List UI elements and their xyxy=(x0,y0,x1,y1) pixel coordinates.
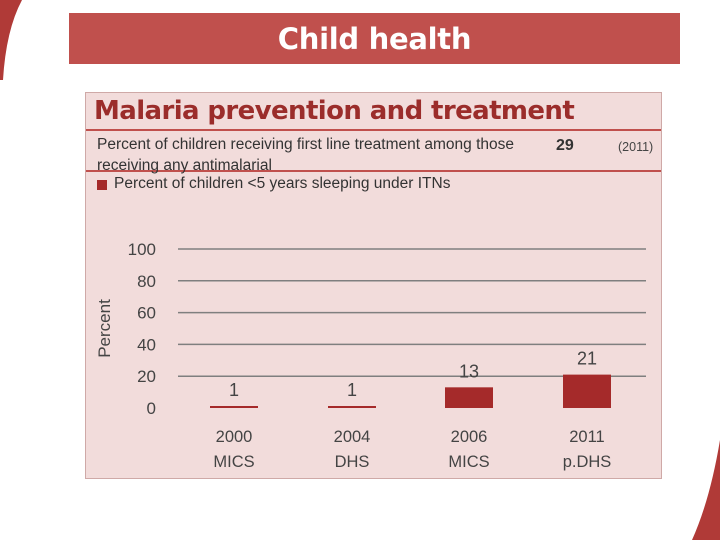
malaria-panel: Malaria prevention and treatment Percent… xyxy=(85,92,662,479)
indicator-value: 29 xyxy=(556,137,574,154)
indicator-year: (2011) xyxy=(618,140,654,154)
x-tick-label-0-1: MICS xyxy=(213,453,254,471)
bar-chart: Percent 0 20 40 60 80 100 1 2000 MICS 1 2004 DHS 13 20… xyxy=(95,240,646,471)
y-tick-label: 0 xyxy=(147,399,156,418)
slide-title: Child health xyxy=(277,21,472,56)
bar-1 xyxy=(328,406,376,408)
panel-header: Malaria prevention and treatment xyxy=(86,93,661,131)
data-label-0: 1 xyxy=(229,380,239,400)
corner-decoration-bottom-right xyxy=(692,440,720,540)
legend-swatch xyxy=(97,180,107,190)
x-tick-label-2-0: 2006 xyxy=(451,428,488,446)
x-tick-label-1-0: 2004 xyxy=(334,428,371,446)
data-label-3: 21 xyxy=(577,349,597,369)
data-label-1: 1 xyxy=(347,380,357,400)
indicator-label: Percent of children receiving first line… xyxy=(97,136,514,174)
y-tick-label: 100 xyxy=(128,240,156,259)
x-tick-label-2-1: MICS xyxy=(448,453,489,471)
x-tick-label-3-0: 2011 xyxy=(569,428,604,446)
x-tick-label-1-1: DHS xyxy=(335,453,370,471)
bar-2 xyxy=(445,387,493,408)
bar-3 xyxy=(563,374,611,408)
data-label-2: 13 xyxy=(459,361,479,381)
y-tick-label: 80 xyxy=(137,272,156,291)
y-tick-label: 40 xyxy=(137,335,156,354)
indicator-row: Percent of children receiving first line… xyxy=(86,131,661,174)
legend-label: Percent of children <5 years sleeping un… xyxy=(114,175,451,192)
chart-legend: Percent of children <5 years sleeping un… xyxy=(86,172,661,220)
x-tick-label-3-1: p.DHS xyxy=(563,453,612,471)
x-tick-label-0-0: 2000 xyxy=(216,428,253,446)
plot-area: Percent 0 20 40 60 80 100 1 2000 MICS 1 2004 DHS 13 20… xyxy=(86,220,661,478)
y-tick-label: 20 xyxy=(137,367,156,386)
corner-decoration-top-left xyxy=(0,0,22,80)
y-axis-label: Percent xyxy=(95,299,114,358)
panel-heading: Malaria prevention and treatment xyxy=(94,96,575,126)
bar-0 xyxy=(210,406,258,408)
slide-title-bar: Child health xyxy=(69,13,680,64)
y-tick-label: 60 xyxy=(137,304,156,323)
